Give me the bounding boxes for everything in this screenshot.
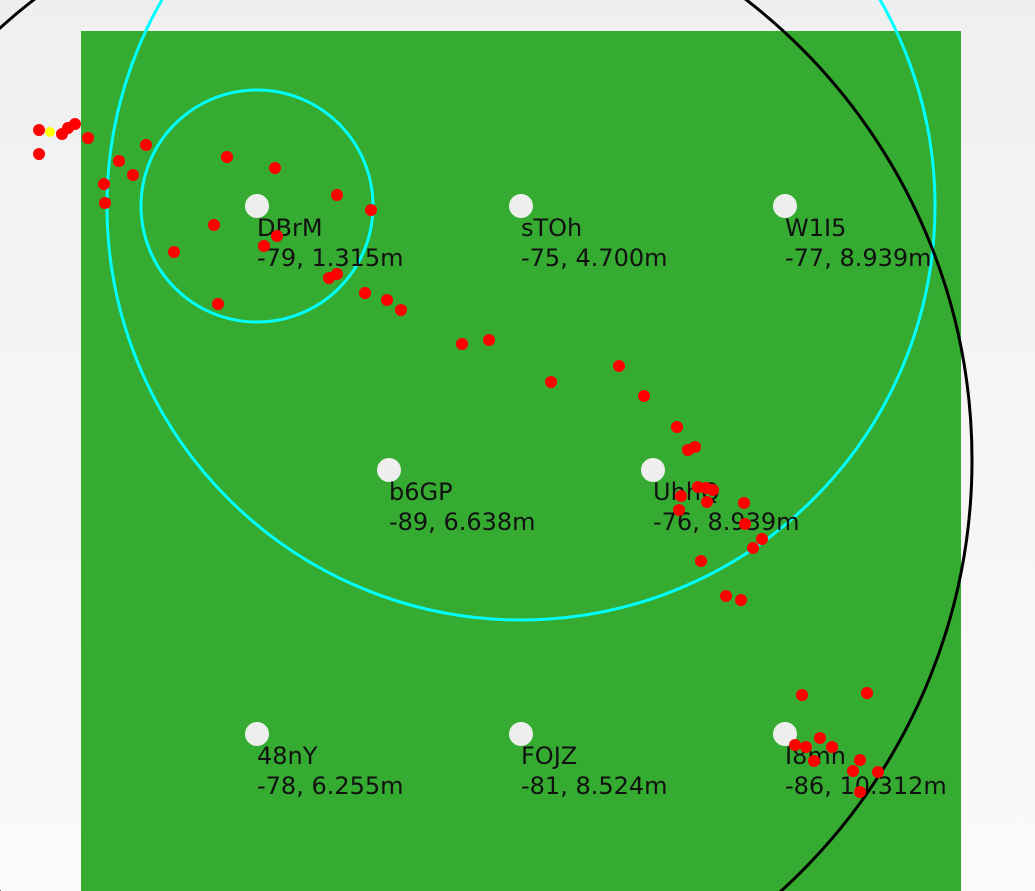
sample-point [99,197,111,209]
beacon-dot[interactable] [245,722,269,746]
current-position-marker [45,127,55,137]
sample-point [168,246,180,258]
floor-area [81,31,961,891]
beacon-stoh[interactable]: sTOh-75, 4.700m [509,194,668,272]
sample-points [33,118,884,798]
sample-point [331,268,343,280]
sample-point [33,148,45,160]
beacon-dot[interactable] [641,458,665,482]
sample-point [212,298,224,310]
sample-point [854,786,866,798]
sample-point [113,155,125,167]
sample-point [814,732,826,744]
sample-point [365,204,377,216]
sample-point [671,421,683,433]
beacon-name: b6GP [389,478,453,506]
sample-point [545,376,557,388]
sample-point [127,169,139,181]
sample-point [258,240,270,252]
beacon-reading: -86, 10.312m [785,772,947,800]
beacon-dot[interactable] [509,722,533,746]
sample-point [271,230,283,242]
sample-point [98,178,110,190]
beacon-dot[interactable] [773,194,797,218]
sample-point [456,338,468,350]
beacon-dot[interactable] [245,194,269,218]
beacon-48ny[interactable]: 48nY-78, 6.255m [245,722,404,800]
sample-point [359,287,371,299]
sample-point [331,189,343,201]
range-circle-far [0,0,974,891]
beacon-reading: -77, 8.939m [785,244,932,272]
sample-point [738,497,750,509]
sample-point [735,594,747,606]
beacon-reading: -75, 4.700m [521,244,668,272]
sample-point [707,484,719,496]
sample-point [613,360,625,372]
beacon-dbrm[interactable]: DBrM-79, 1.315m [245,194,404,272]
beacon-reading: -78, 6.255m [257,772,404,800]
sample-point [69,118,81,130]
beacon-name: sTOh [521,214,582,242]
beacon-reading: -79, 1.315m [257,244,404,272]
beacon-name: DBrM [257,214,323,242]
sample-point [381,294,393,306]
beacon-b6gp[interactable]: b6GP-89, 6.638m [377,458,536,536]
sample-point [208,219,220,231]
sample-point [800,741,812,753]
sample-point [638,390,650,402]
sample-point [269,162,281,174]
sample-point [689,441,701,453]
beacon-dot[interactable] [509,194,533,218]
sample-point [756,533,768,545]
sample-point [82,132,94,144]
sample-point [747,542,759,554]
sample-point [739,518,751,530]
sample-point [675,490,687,502]
sample-point [221,151,233,163]
beacon-reading: -81, 8.524m [521,772,668,800]
sample-point [854,754,866,766]
beacons: DBrM-79, 1.315m sTOh-75, 4.700m W1I5-77, 8… [245,194,947,800]
sample-point [872,766,884,778]
sample-point [140,139,152,151]
sample-point [789,739,801,751]
beacon-reading: -89, 6.638m [389,508,536,536]
sample-point [808,755,820,767]
sample-point [861,687,873,699]
sample-point [826,741,838,753]
sample-point [695,555,707,567]
sample-point [673,504,685,516]
sample-point [720,590,732,602]
beacon-name: W1I5 [785,214,846,242]
beacon-name: 48nY [257,742,318,770]
sample-point [796,689,808,701]
sample-point [395,304,407,316]
sample-point [701,496,713,508]
beacon-name: FOJZ [521,742,577,770]
beacon-w1i5[interactable]: W1I5-77, 8.939m [773,194,932,272]
beacon-fojz[interactable]: FOJZ-81, 8.524m [509,722,668,800]
sample-point [483,334,495,346]
sample-point [33,124,45,136]
beacon-dot[interactable] [773,722,797,746]
beacon-dot[interactable] [377,458,401,482]
sample-point [847,765,859,777]
